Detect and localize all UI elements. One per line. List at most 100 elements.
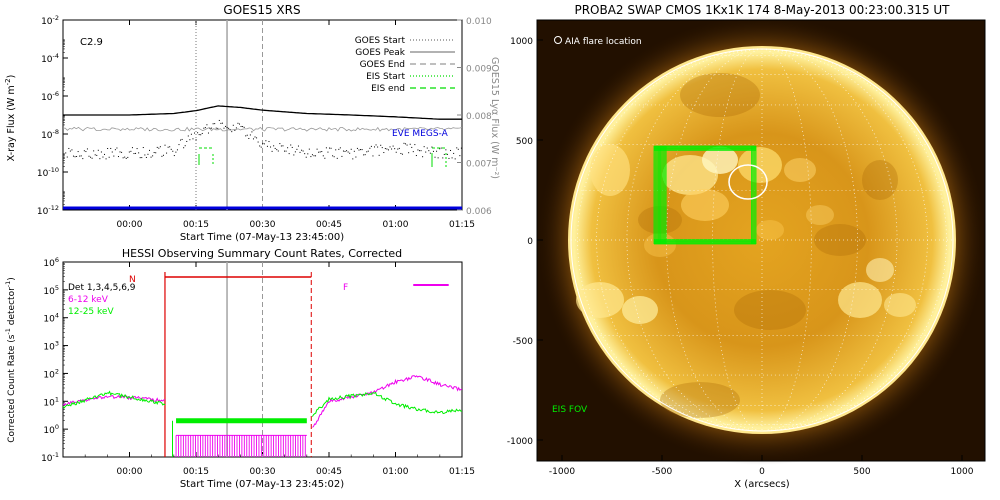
goes-short-channel-point bbox=[251, 131, 253, 133]
aia-flare-legend: AIA flare location bbox=[554, 36, 642, 47]
active-region bbox=[622, 296, 658, 324]
goes-short-channel-point bbox=[315, 155, 317, 157]
goes-short-channel-point bbox=[100, 151, 102, 153]
goes-x-axis-label: Start Time (07-May-13 23:45:00) bbox=[180, 232, 344, 243]
goes-short-channel-point bbox=[335, 149, 337, 151]
goes-short-channel-point bbox=[138, 152, 140, 154]
swap-x-axis-label: X (arcsecs) bbox=[734, 479, 790, 490]
goes-short-channel-point bbox=[149, 149, 151, 151]
goes-short-channel-point bbox=[373, 146, 375, 148]
goes-short-channel-point bbox=[450, 149, 452, 151]
active-region bbox=[838, 282, 882, 318]
goes-short-channel-point bbox=[392, 145, 394, 147]
goes-short-channel-point bbox=[386, 148, 388, 150]
goes-short-channel-point bbox=[173, 155, 175, 157]
lya-flux-line bbox=[63, 126, 462, 132]
goes-short-channel-point bbox=[90, 156, 92, 158]
goes-short-channel-point bbox=[418, 150, 420, 152]
goes-short-channel-point bbox=[356, 147, 358, 149]
goes-short-channel-point bbox=[259, 145, 261, 147]
goes-x-tick-label: 00:00 bbox=[117, 220, 143, 230]
goes-short-channel-point bbox=[313, 155, 315, 157]
longitude-line bbox=[626, 48, 763, 432]
goes-short-channel-point bbox=[381, 147, 383, 149]
goes-short-channel-point bbox=[156, 146, 158, 148]
goes-short-channel-point bbox=[342, 150, 344, 152]
goes-short-channel-point bbox=[456, 147, 458, 149]
goes-short-channel-point bbox=[284, 150, 286, 152]
goes-short-channel-point bbox=[220, 122, 222, 124]
goes-short-channel-point bbox=[294, 151, 296, 153]
active-region bbox=[866, 258, 894, 282]
goes-short-channel-point bbox=[82, 158, 84, 160]
goes-short-channel-point bbox=[319, 151, 321, 153]
goes-y2-tick-label: 0.006 bbox=[466, 207, 492, 217]
goes-short-channel-point bbox=[225, 125, 227, 127]
goes-short-channel-point bbox=[94, 154, 96, 156]
goes-short-channel-point bbox=[183, 147, 185, 149]
goes-short-channel-point bbox=[83, 150, 85, 152]
goes-short-channel-point bbox=[270, 146, 272, 148]
active-region bbox=[738, 147, 782, 183]
goes-short-channel-point bbox=[135, 152, 137, 154]
goes-short-channel-point bbox=[93, 150, 95, 152]
active-region bbox=[576, 282, 624, 318]
goes-legend-label: GOES Peak bbox=[355, 48, 405, 58]
goes-short-channel-point bbox=[141, 157, 143, 159]
longitude-line bbox=[761, 48, 928, 432]
goes-short-channel-point bbox=[116, 147, 118, 149]
goes-panel: GOES15 XRS 10-2 10-4 10-6 10-8 10-10 10-12 0.… bbox=[4, 3, 500, 243]
goes-short-channel-point bbox=[172, 150, 174, 152]
goes-y2-tick-label: 0.008 bbox=[466, 112, 492, 122]
goes-short-channel-point bbox=[325, 147, 327, 149]
longitude-line bbox=[761, 48, 947, 432]
goes-short-channel-point bbox=[108, 156, 110, 158]
goes-short-channel-point bbox=[121, 151, 123, 153]
goes-short-channel-point bbox=[375, 144, 377, 146]
hessi-y-tick-label: 100 bbox=[43, 423, 59, 436]
goes-short-channel-point bbox=[71, 149, 73, 151]
eis-fov-label: EIS FOV bbox=[552, 405, 588, 415]
swap-x-axis: -1000 -500 0 500 1000 bbox=[549, 455, 974, 477]
goes-short-channel-point bbox=[301, 149, 303, 151]
goes-short-channel-point bbox=[194, 132, 196, 134]
sun-disk bbox=[568, 46, 956, 434]
hessi-legend: Det 1,3,4,5,6,9 6-12 keV 12-25 keV bbox=[68, 283, 136, 317]
goes-legend-label: GOES End bbox=[360, 60, 405, 70]
goes-short-channel-point bbox=[370, 145, 372, 147]
goes-y2-axis: 0.010 0.009 0.008 0.007 0.006 bbox=[457, 17, 492, 217]
goes-short-channel-point bbox=[440, 147, 442, 149]
goes-short-channel-point bbox=[268, 141, 270, 143]
swap-x-tick-label: -1000 bbox=[549, 467, 575, 477]
hessi-x-tick-label: 01:15 bbox=[449, 467, 475, 477]
goes-short-channel-point bbox=[80, 155, 82, 157]
hessi-markers bbox=[164, 262, 449, 457]
goes-short-channel-point bbox=[77, 151, 79, 153]
goes-short-channel-point bbox=[200, 134, 202, 136]
goes-short-channel-point bbox=[344, 150, 346, 152]
goes-short-channel-point bbox=[380, 144, 382, 146]
goes-short-channel-point bbox=[448, 157, 450, 159]
goes-short-channel-point bbox=[355, 156, 357, 158]
hessi-y-tick-label: 102 bbox=[43, 367, 59, 380]
goes-short-channel-point bbox=[405, 143, 407, 145]
goes-short-channel-point bbox=[360, 149, 362, 151]
goes-short-channel-point bbox=[180, 139, 182, 141]
longitude-line bbox=[596, 48, 763, 432]
goes-short-channel-point bbox=[336, 157, 338, 159]
hessi-x-axis-label: Start Time (07-May-13 23:45:02) bbox=[180, 479, 344, 490]
swap-y-tick-label: -500 bbox=[513, 337, 534, 347]
goes-short-channel-point bbox=[176, 149, 178, 151]
hessi-x-tick-label: 00:15 bbox=[183, 467, 209, 477]
goes-short-channel-point bbox=[310, 156, 312, 158]
goes-short-channel-point bbox=[66, 156, 68, 158]
goes-short-channel-point bbox=[279, 143, 281, 145]
svg-text:X-ray Flux (W m-2): X-ray Flux (W m-2) bbox=[4, 75, 17, 162]
goes-short-channel-point bbox=[377, 146, 379, 148]
coronal-hole bbox=[680, 73, 760, 117]
goes-short-channel-point bbox=[412, 151, 414, 153]
hessi-y-tick-label: 105 bbox=[43, 284, 59, 297]
goes-short-channel-point bbox=[291, 146, 293, 148]
goes-short-channel-point bbox=[341, 155, 343, 157]
